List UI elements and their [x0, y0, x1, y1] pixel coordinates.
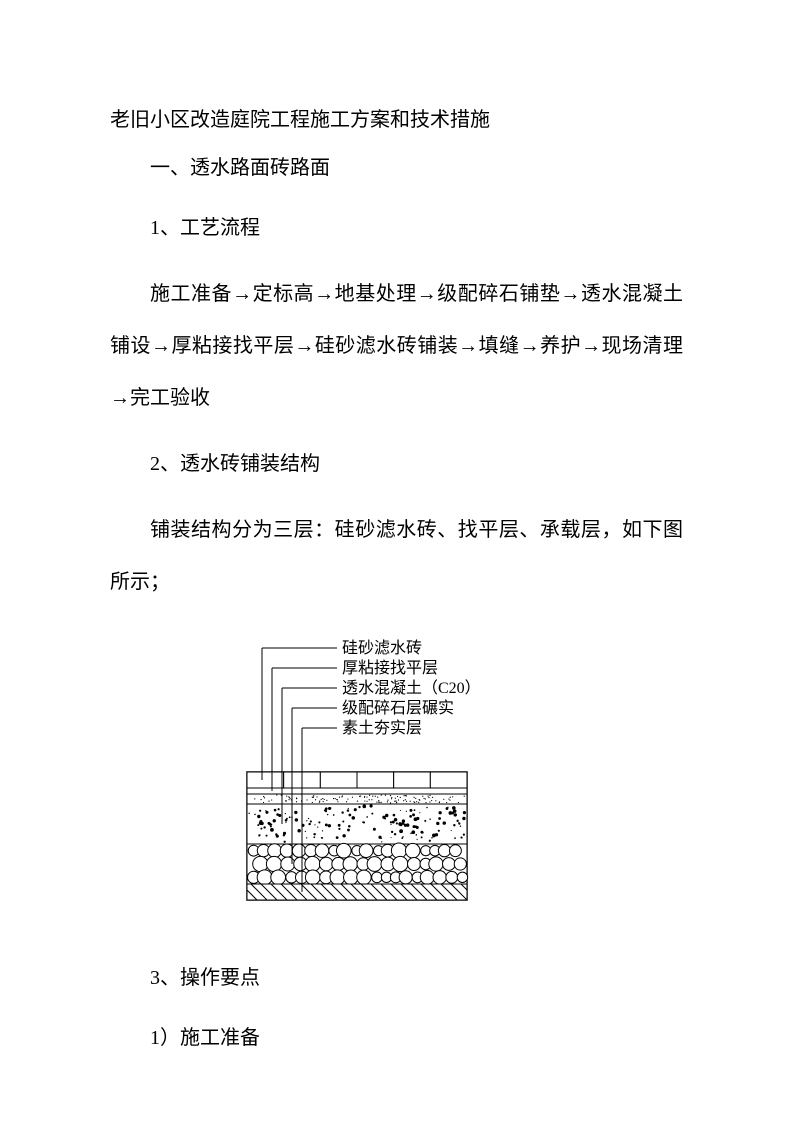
document-title: 老旧小区改造庭院工程施工方案和技术措施 [110, 100, 683, 140]
sub-heading-4: 1）施工准备 [110, 1018, 683, 1058]
svg-text:厚粘接找平层: 厚粘接找平层 [342, 659, 438, 677]
svg-text:透水混凝土（C20）: 透水混凝土（C20） [342, 679, 481, 697]
section-heading-1: 一、透水路面砖路面 [110, 148, 683, 188]
paragraph-process-flow: 施工准备→定标高→地基处理→级配碎石铺垫→透水混凝土铺设→厚粘接找平层→硅砂滤水… [110, 268, 683, 424]
diagram-container: 硅砂滤水砖厚粘接找平层透水混凝土（C20） 级配碎石层碾实素土夯实层 [110, 628, 683, 928]
sub-heading-3: 3、操作要点 [110, 958, 683, 998]
svg-text:素土夯实层: 素土夯实层 [342, 719, 422, 737]
cross-section-diagram: 硅砂滤水砖厚粘接找平层透水混凝土（C20） 级配碎石层碾实素土夯实层 [207, 628, 587, 928]
svg-text:级配碎石层碾实: 级配碎石层碾实 [342, 699, 454, 717]
sub-heading-2: 2、透水砖铺装结构 [110, 444, 683, 484]
svg-text:硅砂滤水砖: 硅砂滤水砖 [342, 639, 422, 657]
sub-heading-1: 1、工艺流程 [110, 208, 683, 248]
paragraph-structure-desc: 铺装结构分为三层：硅砂滤水砖、找平层、承载层，如下图所示； [110, 504, 683, 608]
